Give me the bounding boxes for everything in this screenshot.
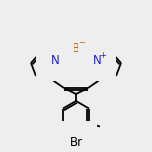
Text: +: + xyxy=(100,50,106,59)
Text: −: − xyxy=(78,38,85,47)
Text: F: F xyxy=(59,28,65,40)
Text: N: N xyxy=(93,54,101,67)
Text: Br: Br xyxy=(69,135,83,149)
Text: N: N xyxy=(51,54,59,67)
Text: F: F xyxy=(87,28,93,40)
Text: B: B xyxy=(72,41,80,55)
